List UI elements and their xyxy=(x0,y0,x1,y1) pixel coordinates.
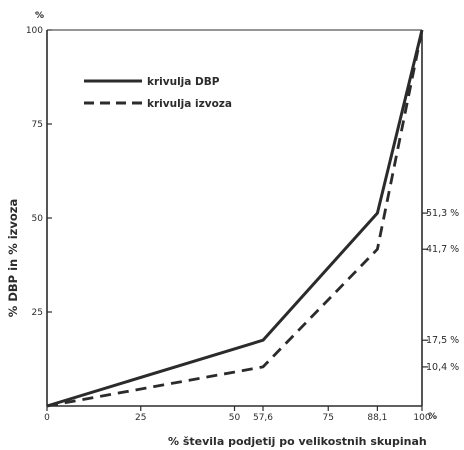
legend-label: krivulja DBP xyxy=(147,76,220,88)
y-unit-label: % xyxy=(35,11,44,21)
x-tick-label: 88,1 xyxy=(367,413,387,423)
y-ticks: 25 50 75 100 xyxy=(26,26,52,318)
series-layer xyxy=(46,29,424,408)
right-value-label: 51,3 % xyxy=(426,208,459,219)
x-tick-label: 57,6 xyxy=(253,413,273,423)
y-tick-label: 25 xyxy=(32,308,43,318)
x-axis-unit: % xyxy=(428,412,437,422)
series-line-dashed xyxy=(46,29,424,408)
x-tick-label: 0 xyxy=(44,413,50,423)
right-value-label: 10,4 % xyxy=(426,362,459,373)
right-value-labels: 51,3 % 41,7 % 17,5 % 10,4 % xyxy=(422,208,459,373)
y-tick-label: 75 xyxy=(32,120,43,130)
series-line-solid xyxy=(46,29,424,408)
legend: krivulja DBP krivulja izvoza xyxy=(84,76,232,110)
y-axis-label: % DBP in % izvoza xyxy=(6,199,20,317)
legend-label: krivulja izvoza xyxy=(147,98,232,110)
x-tick-label: 75 xyxy=(323,413,334,423)
right-value-label: 41,7 % xyxy=(426,244,459,255)
x-ticks: 0 25 50 57,6 75 88,1 100 xyxy=(44,406,431,423)
y-tick-label: 50 xyxy=(32,214,44,224)
x-tick-label: 50 xyxy=(229,413,241,423)
right-value-label: 17,5 % xyxy=(426,335,459,346)
y-tick-label: 100 xyxy=(26,26,43,36)
x-tick-label: 25 xyxy=(135,413,146,423)
x-axis-label: % števila podjetij po velikostnih skupin… xyxy=(168,435,427,448)
y-axis-unit: % xyxy=(35,11,44,21)
x-tick-label: 100 xyxy=(413,413,430,423)
x-unit-label: % xyxy=(428,412,437,422)
